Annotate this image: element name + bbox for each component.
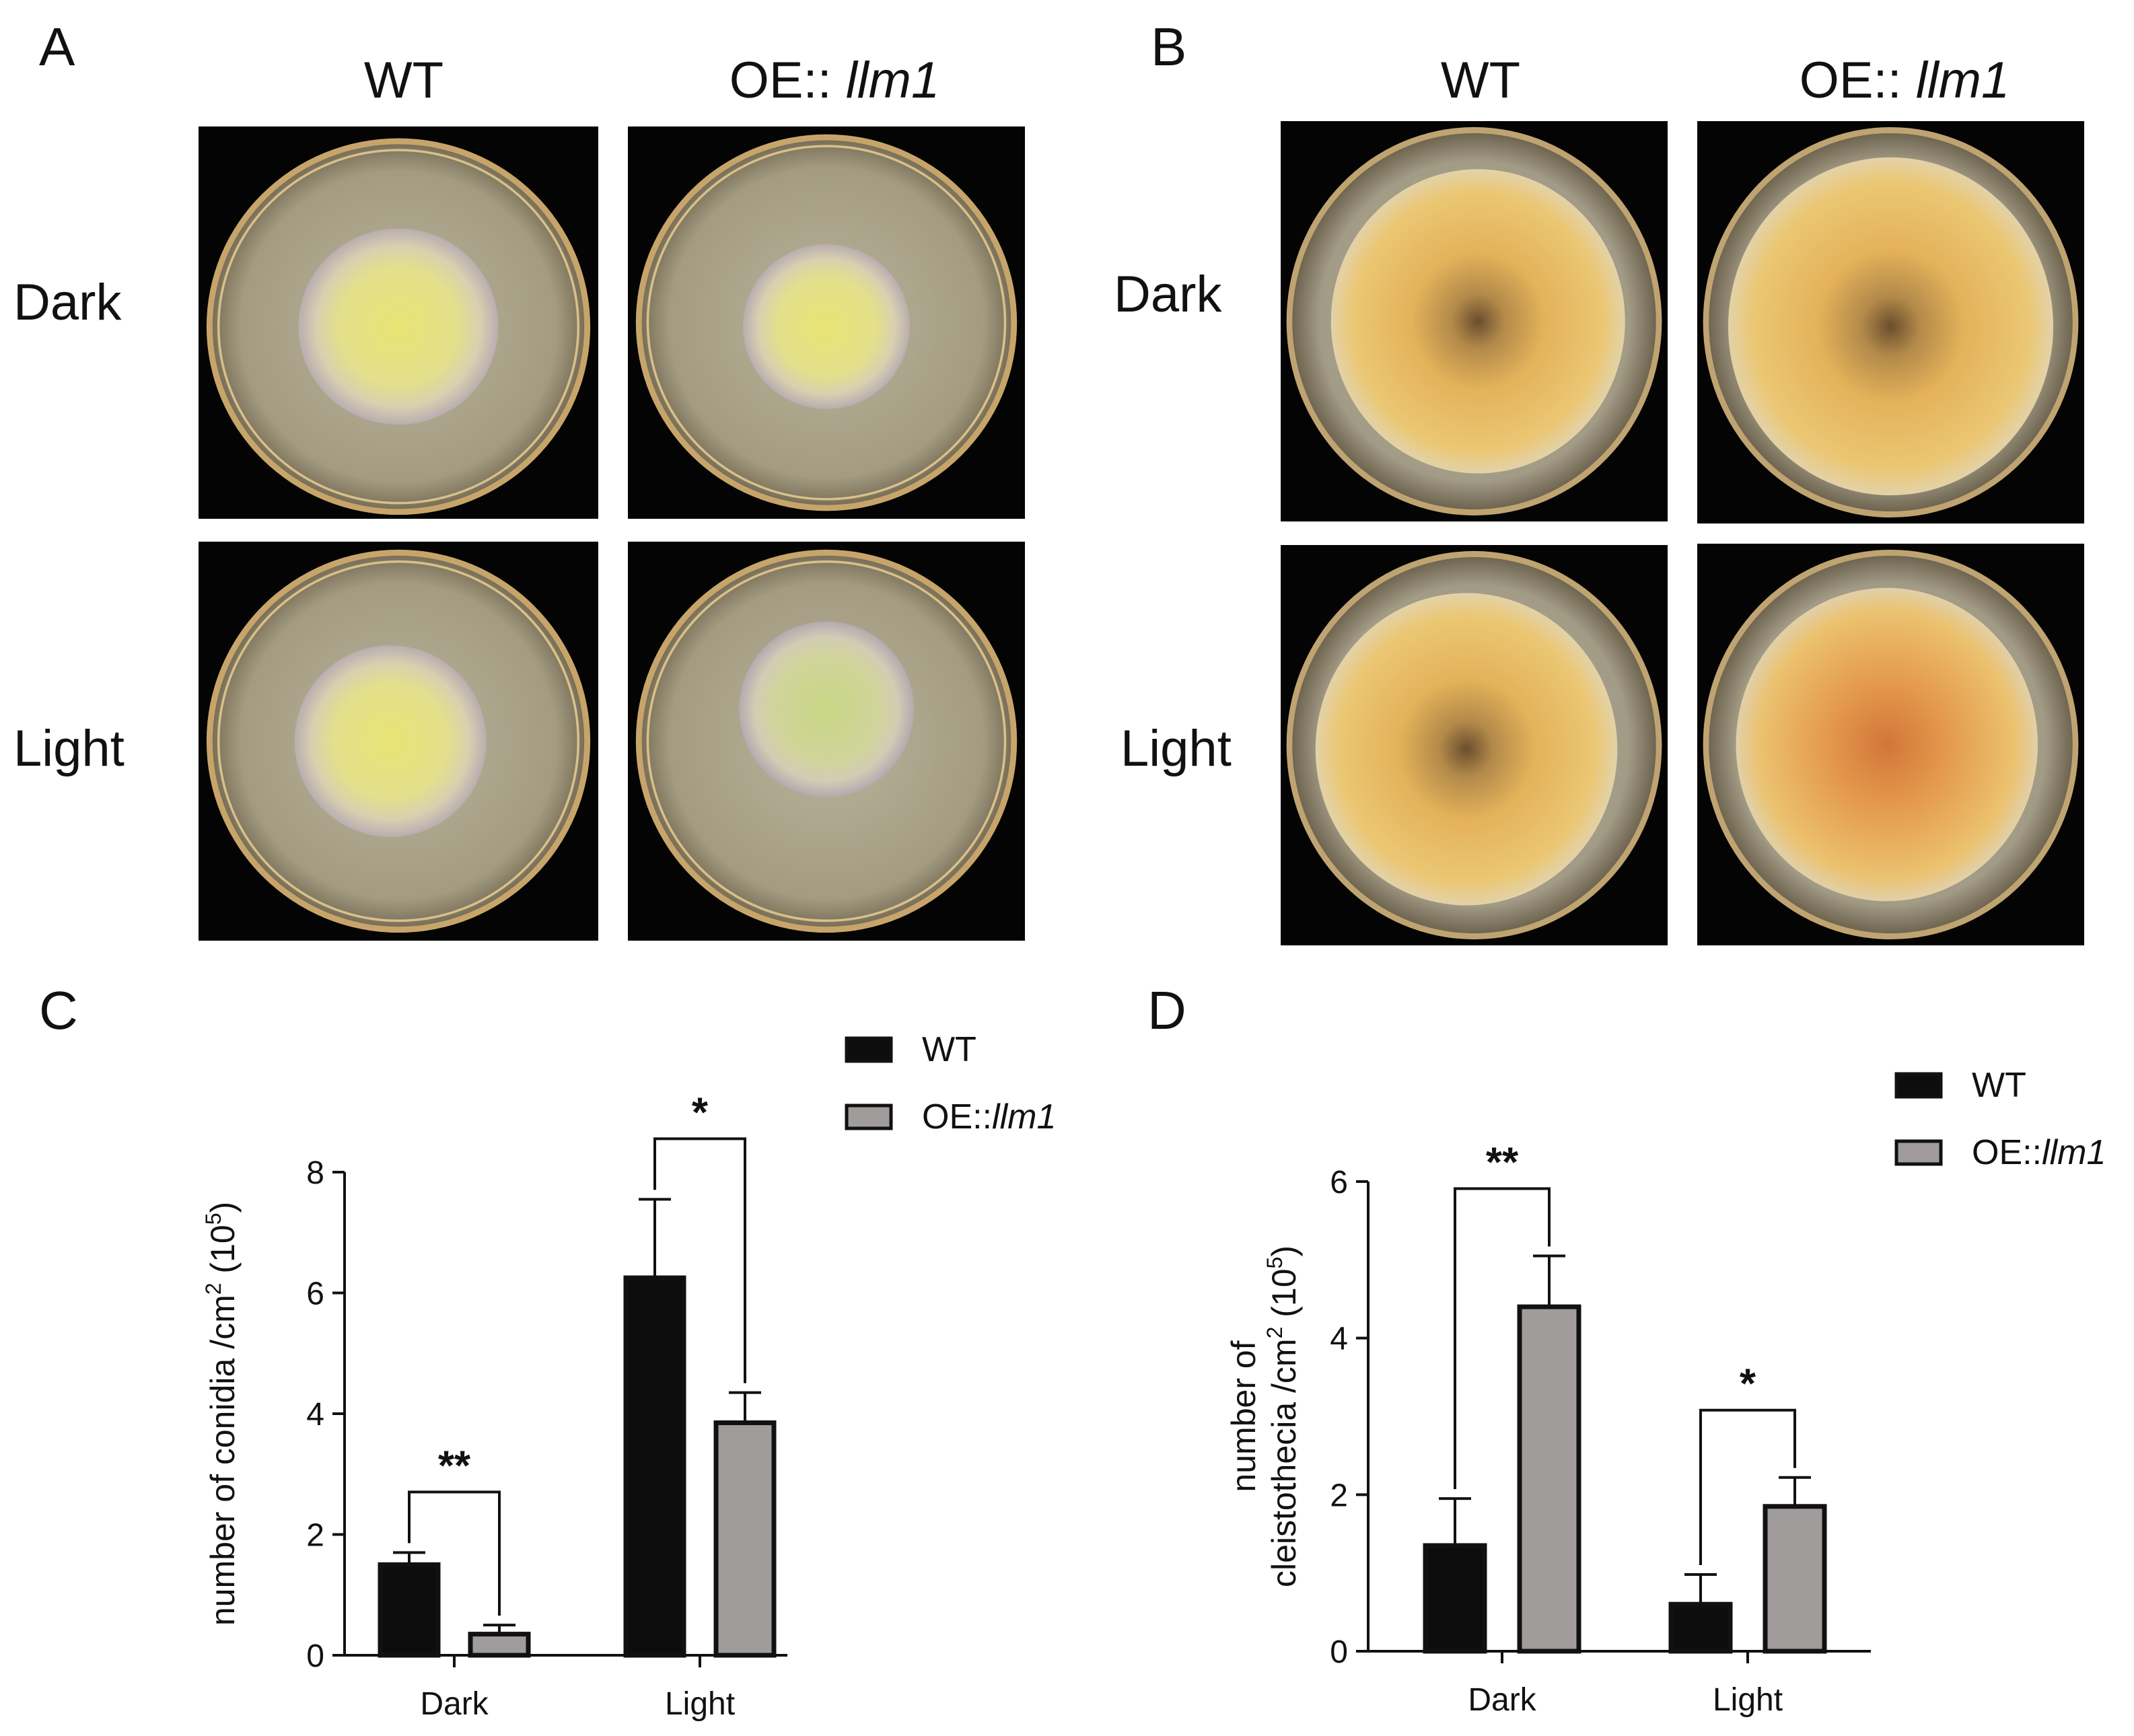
x-tick-label-dark: Dark [420, 1686, 489, 1722]
panel-c-letter: C [39, 980, 78, 1040]
petri-dish-b-oe-light [1697, 544, 2084, 945]
legend-swatch-oe [845, 1104, 893, 1130]
bar-wt-dark [378, 1562, 441, 1658]
petri-dish-a-wt-dark [199, 126, 598, 519]
petri-dish-b-wt-light [1281, 545, 1668, 945]
petri-dish-b-oe-dark [1697, 121, 2084, 523]
y-tick-label: 2 [306, 1518, 324, 1554]
panel-b-row-dark: Dark [1114, 266, 1222, 323]
y-axis-label: number of conidia /cm2 (105) [201, 1202, 242, 1626]
panel-b-row-light: Light [1121, 720, 1232, 777]
petri-dish-a-wt-light [199, 542, 598, 941]
significance-bracket-dark [408, 1490, 501, 1616]
petri-dish-a-oe-dark [628, 126, 1025, 519]
y-axis-label-sup: 5 [201, 1213, 225, 1225]
legend-swatch-wt [845, 1036, 893, 1063]
bar-oe-dark [468, 1632, 531, 1658]
legend-label-oe-prefix: OE:: [922, 1097, 992, 1136]
significance-label-dark: ** [438, 1443, 471, 1489]
legend-label-oe-gene: llm1 [992, 1097, 1056, 1136]
petri-dish-b-wt-dark [1281, 121, 1668, 521]
bar-oe-light [713, 1420, 777, 1658]
panel-d-letter: D [1147, 980, 1186, 1040]
legend-label-wt: WT [922, 1030, 976, 1069]
y-tick-label: 4 [306, 1397, 324, 1433]
y-axis-label-part: ) [204, 1202, 242, 1213]
x-tick-label-light: Light [665, 1686, 735, 1722]
y-axis-label-sup: 2 [201, 1282, 225, 1295]
y-axis-label-part: (10 [204, 1225, 242, 1282]
panel-a-col-oe: OE:: llm1 [729, 52, 940, 109]
panel-b-col-wt: WT [1440, 52, 1521, 109]
panel-a-row-light: Light [13, 720, 125, 777]
petri-dish-a-oe-light [628, 542, 1025, 941]
panel-b-col-oe: OE:: llm1 [1799, 52, 2010, 109]
y-axis-label-part: number of conidia /cm [204, 1295, 242, 1626]
significance-label-light: * [692, 1089, 709, 1136]
bar-wt-light [623, 1275, 686, 1658]
significance-bracket-light [653, 1137, 746, 1383]
panel-a-letter: A [39, 17, 75, 77]
y-tick-label: 8 [306, 1155, 324, 1191]
legend-label-oe: OE::llm1 [922, 1097, 1056, 1136]
panel-a-row-dark: Dark [13, 274, 122, 331]
panel-a-col-wt: WT [363, 52, 444, 109]
y-tick-label: 6 [306, 1276, 324, 1312]
y-tick-label: 0 [306, 1638, 324, 1674]
panel-b-letter: B [1151, 17, 1187, 77]
